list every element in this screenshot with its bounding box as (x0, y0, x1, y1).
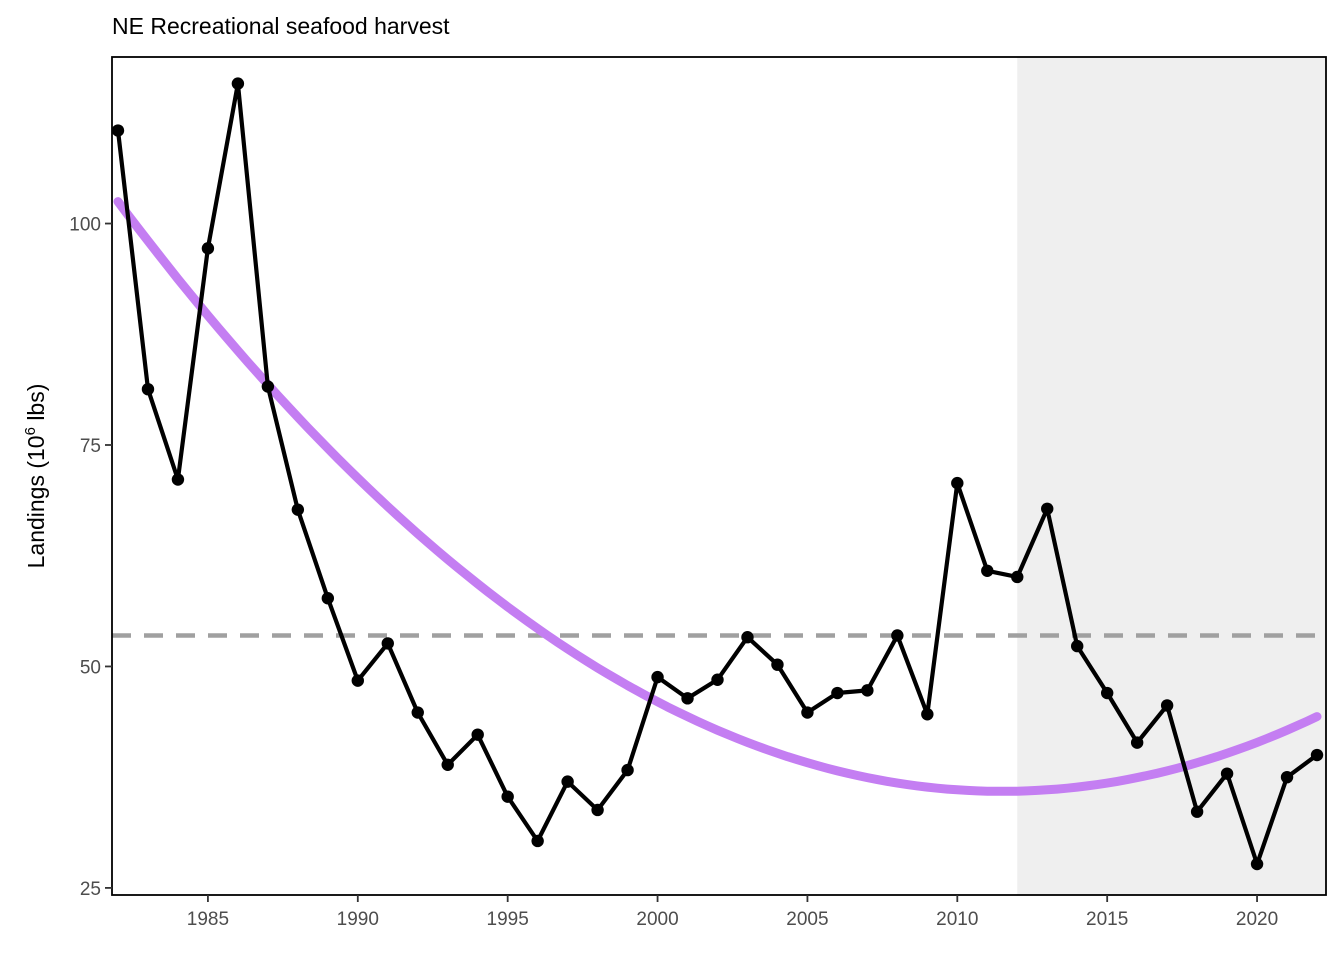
series-layer (111, 77, 1324, 871)
data-point (1041, 502, 1054, 515)
y-tick-label: 100 (69, 215, 101, 236)
data-point (831, 686, 844, 700)
chart-title: NE Recreational seafood harvest (112, 13, 450, 39)
data-point (591, 803, 604, 817)
data-point (171, 473, 185, 486)
data-point (381, 637, 394, 650)
data-point (861, 684, 874, 697)
plot-border (111, 56, 1327, 896)
x-tick-label: 2010 (936, 909, 978, 930)
y-tick-label: 50 (80, 657, 101, 678)
data-point (501, 790, 514, 803)
data-point (1220, 767, 1234, 780)
data-point (1011, 570, 1024, 584)
data-point (681, 692, 694, 705)
data-point (1310, 748, 1324, 762)
y-tick-label: 25 (80, 879, 101, 900)
data-point (1071, 639, 1084, 653)
trend-layer (113, 197, 1322, 796)
data-point (291, 503, 305, 516)
trend-line (113, 197, 1322, 796)
data-point (1100, 686, 1114, 700)
x-tick-label: 2000 (636, 909, 678, 930)
data-point (561, 775, 574, 788)
x-tick-label: 2005 (786, 909, 828, 930)
data-point (801, 706, 814, 719)
data-point (471, 728, 484, 741)
data-point (651, 670, 664, 684)
data-point (1160, 699, 1174, 712)
data-point (531, 834, 544, 848)
y-axis-title-sup: 6 (22, 427, 39, 435)
data-point (231, 77, 245, 90)
x-tick-label: 1990 (337, 909, 379, 930)
data-point (141, 382, 155, 396)
x-tick-label: 1985 (187, 909, 229, 930)
data-point (771, 658, 784, 671)
data-point (621, 763, 634, 777)
x-axis: 1985 1990 1995 2000 2005 2010 2015 2020 (187, 895, 1278, 930)
data-point (1190, 805, 1204, 818)
data-point (111, 124, 125, 137)
data-point (951, 476, 964, 490)
y-axis-title: Landings (106 lbs) (22, 384, 49, 569)
data-point (711, 673, 724, 686)
y-axis-title-prefix: Landings (10 (23, 435, 49, 568)
data-point (741, 631, 754, 644)
y-axis: 25 50 75 100 (69, 215, 112, 900)
x-tick-label: 1995 (487, 909, 529, 930)
data-point (981, 564, 994, 577)
shade-layer (1017, 57, 1326, 895)
x-tick-label: 2015 (1086, 909, 1128, 930)
data-point (441, 758, 454, 771)
data-point (201, 242, 215, 255)
y-axis-title-suffix: lbs) (23, 384, 49, 427)
data-point (261, 380, 275, 393)
data-point (1280, 770, 1294, 784)
shaded-region (1017, 57, 1326, 895)
data-point (411, 706, 424, 719)
data-point (891, 629, 904, 642)
data-point (1130, 736, 1144, 749)
x-tick-label: 2020 (1236, 909, 1278, 930)
y-tick-label: 75 (80, 436, 101, 457)
data-point (921, 708, 934, 721)
data-point (351, 674, 364, 687)
data-point (321, 592, 335, 605)
data-point (1250, 857, 1264, 871)
